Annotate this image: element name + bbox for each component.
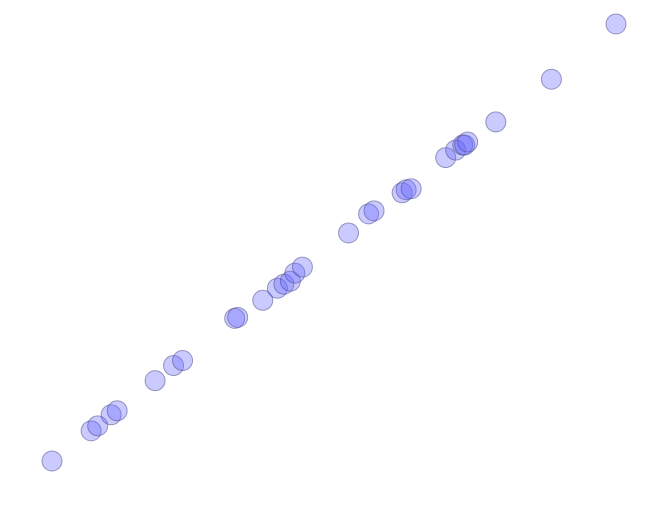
scatter-point (291, 256, 313, 278)
scatter-point (400, 178, 422, 200)
scatter-point (454, 134, 476, 156)
scatter-point (172, 350, 194, 372)
scatter-point (41, 450, 63, 472)
scatter-point (100, 404, 122, 426)
scatter-point (485, 111, 507, 133)
scatter-point (358, 203, 380, 225)
scatter-point (266, 277, 288, 299)
scatter-point (605, 13, 627, 35)
scatter-point (144, 370, 166, 392)
scatter-point (106, 400, 128, 422)
scatter-point (338, 222, 360, 244)
scatter-point (457, 131, 479, 153)
scatter-point (363, 200, 385, 222)
scatter-point (540, 68, 562, 90)
scatter-point (252, 289, 274, 311)
scatter-point (227, 306, 249, 328)
